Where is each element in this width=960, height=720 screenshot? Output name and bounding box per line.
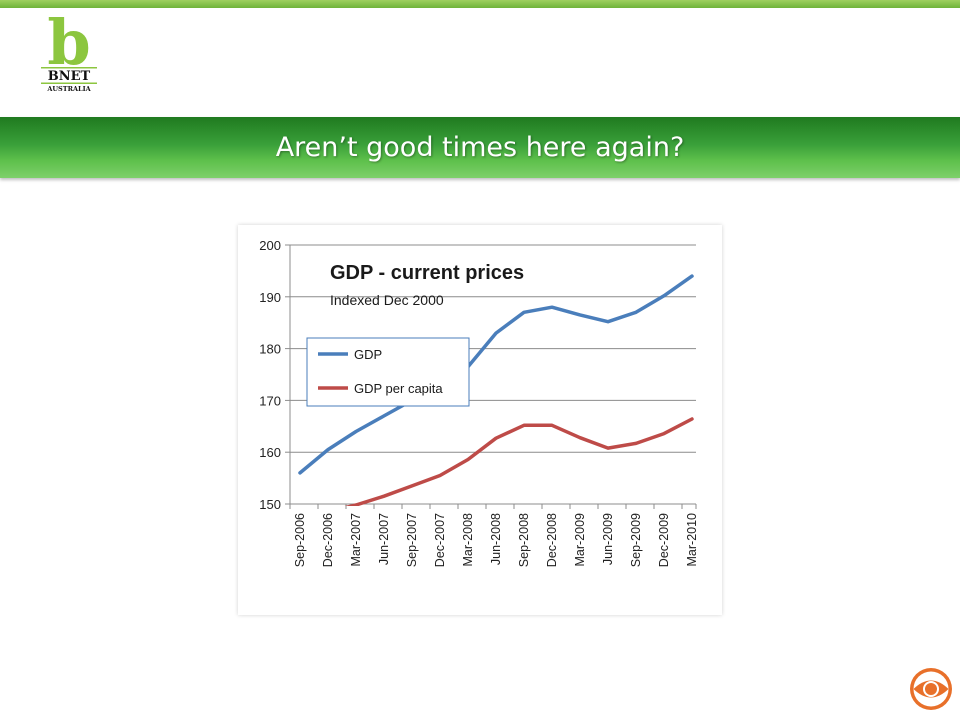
legend-box (306, 337, 470, 407)
logo-brand: BNET (48, 69, 91, 84)
x-tick-label: Jun-2009 (601, 513, 615, 565)
x-tick-label: Sep-2009 (629, 513, 643, 567)
gdp-per-capita-series-line (344, 417, 694, 506)
cbs-eye-icon[interactable] (908, 666, 954, 712)
chart-frame: 150 160 170 180 190 200 Sep-2006 Dec-2006 Mar-20… (238, 225, 722, 615)
logo-region: AUSTRALIA (46, 85, 91, 93)
x-tick-label: Dec-2006 (321, 513, 335, 567)
legend-label-gdp: GDP (354, 347, 382, 362)
top-accent-strip (0, 0, 960, 8)
y-tick-label: 180 (259, 342, 281, 357)
x-tick-label: Mar-2008 (461, 513, 475, 567)
y-tick-label: 150 (259, 497, 281, 512)
y-tick-label: 190 (259, 290, 281, 305)
x-tick-label: Sep-2008 (517, 513, 531, 567)
title-banner: Aren’t good times here again? (0, 117, 960, 178)
chart-title: GDP - current prices (330, 262, 524, 284)
x-tick-label: Mar-2009 (573, 513, 587, 567)
x-tick-label: Jun-2007 (377, 513, 391, 565)
x-tick-label: Mar-2007 (349, 513, 363, 567)
x-tick-label: Sep-2007 (405, 513, 419, 567)
y-tick-label: 170 (259, 393, 281, 408)
x-tick-label: Dec-2008 (545, 513, 559, 567)
reflection-fade (238, 618, 722, 720)
y-tick-label: 200 (259, 238, 281, 253)
legend-label-gdp-per-capita: GDP per capita (354, 381, 443, 396)
gdp-series-line (298, 274, 694, 475)
gdp-chart: 150 160 170 180 190 200 Sep-2006 Dec-2006 Mar-20… (238, 225, 722, 615)
x-tick-label: Mar-2010 (685, 513, 699, 567)
y-tick-label: 160 (259, 445, 281, 460)
slide-title: Aren’t good times here again? (275, 132, 685, 163)
chart-subtitle: Indexed Dec 2000 (330, 292, 444, 308)
x-tick-label: Dec-2009 (657, 513, 671, 567)
x-tick-label: Sep-2006 (293, 513, 307, 567)
x-tick-label: Jun-2008 (489, 513, 503, 565)
chart-background (238, 225, 722, 615)
bnet-logo: b BNET AUSTRALIA (41, 14, 97, 93)
x-tick-label: Dec-2007 (433, 513, 447, 567)
series-group (298, 274, 694, 506)
